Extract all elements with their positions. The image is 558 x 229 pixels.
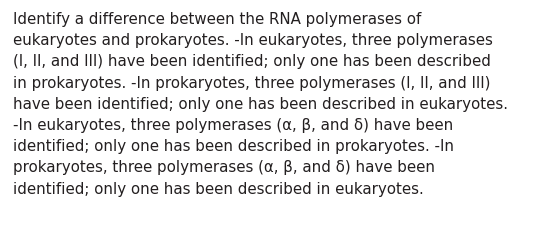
Text: Identify a difference between the RNA polymerases of: Identify a difference between the RNA po… <box>13 12 421 27</box>
Text: (I, II, and III) have been identified; only one has been described: (I, II, and III) have been identified; o… <box>13 54 491 69</box>
Text: prokaryotes, three polymerases (α, β, and δ) have been: prokaryotes, three polymerases (α, β, an… <box>13 160 435 175</box>
Text: have been identified; only one has been described in eukaryotes.: have been identified; only one has been … <box>13 96 508 111</box>
Text: eukaryotes and prokaryotes. -In eukaryotes, three polymerases: eukaryotes and prokaryotes. -In eukaryot… <box>13 33 493 48</box>
Text: -In eukaryotes, three polymerases (α, β, and δ) have been: -In eukaryotes, three polymerases (α, β,… <box>13 117 453 132</box>
Text: in prokaryotes. -In prokaryotes, three polymerases (I, II, and III): in prokaryotes. -In prokaryotes, three p… <box>13 75 490 90</box>
Text: identified; only one has been described in eukaryotes.: identified; only one has been described … <box>13 181 424 196</box>
Text: identified; only one has been described in prokaryotes. -In: identified; only one has been described … <box>13 139 454 153</box>
